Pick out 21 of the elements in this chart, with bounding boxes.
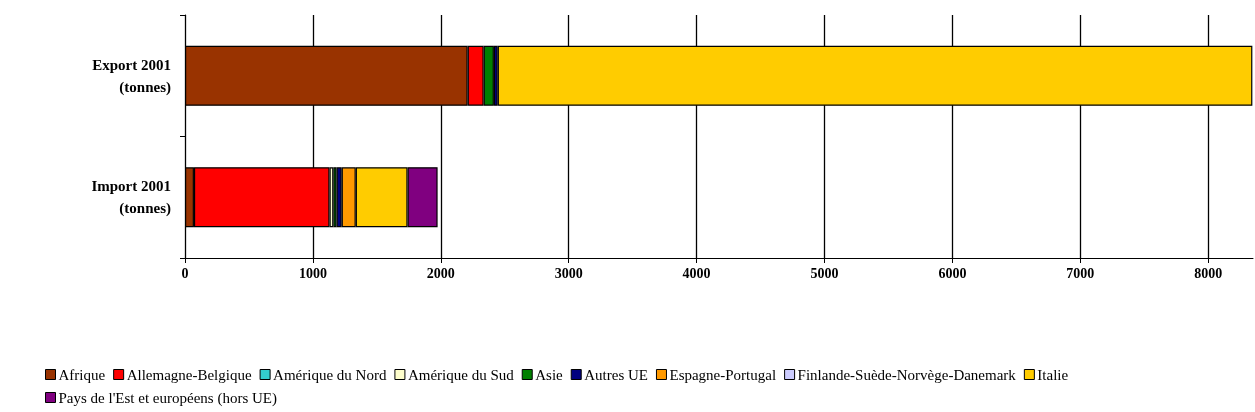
legend-label: Amérique du Nord	[273, 366, 387, 383]
x-tick-label: 3000	[554, 265, 583, 281]
legend-label: Allemagne-Belgique	[126, 366, 252, 383]
x-tick-label: 4000	[682, 265, 711, 281]
x-tick-label: 5000	[810, 265, 839, 281]
x-tick-label: 8000	[1194, 265, 1223, 281]
legend-label: Asie	[535, 366, 564, 383]
y-tick-label: Export 2001 (tonnes)	[92, 56, 171, 96]
legend-label: Pays de l'Est et européens (hors UE)	[58, 389, 277, 407]
legend-label: Espagne-Portugal	[669, 366, 777, 383]
legend-label: Amérique du Sud	[407, 366, 515, 383]
x-tick-label: 6000	[938, 265, 967, 281]
legend-label: Autres UE	[584, 366, 648, 383]
x-tick-label: 2000	[426, 265, 455, 281]
x-tick-label: 0	[181, 265, 189, 281]
legend-label: Italie	[1037, 366, 1069, 383]
y-tick-label: Import 2001 (tonnes)	[91, 178, 171, 218]
x-tick-label: 1000	[298, 265, 327, 281]
legend-label: Afrique	[58, 366, 106, 383]
legend-label: Finlande-Suède-Norvège-Danemark	[797, 366, 1017, 383]
x-tick-label: 7000	[1066, 265, 1095, 281]
